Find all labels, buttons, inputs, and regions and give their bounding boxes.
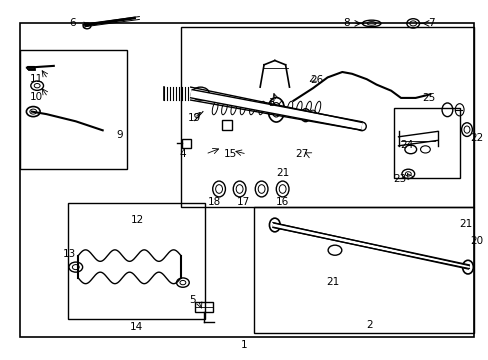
- Bar: [68, 203, 205, 319]
- Text: 8: 8: [342, 18, 349, 28]
- Text: 10: 10: [30, 92, 43, 102]
- Bar: [254, 207, 473, 333]
- Text: 15: 15: [224, 149, 237, 159]
- Bar: [393, 108, 459, 178]
- Text: 9: 9: [116, 130, 123, 140]
- Text: 14: 14: [129, 322, 142, 332]
- Text: 6: 6: [69, 18, 76, 28]
- Text: 26: 26: [309, 75, 323, 85]
- Text: 12: 12: [131, 215, 144, 225]
- Text: 22: 22: [469, 132, 483, 143]
- Text: 25: 25: [422, 93, 435, 103]
- Text: 18: 18: [207, 197, 221, 207]
- Text: 27: 27: [295, 149, 308, 159]
- Text: 13: 13: [62, 249, 76, 259]
- Text: 21: 21: [325, 276, 339, 287]
- Text: 2: 2: [365, 320, 372, 330]
- Text: 23: 23: [392, 174, 406, 184]
- Text: 21: 21: [458, 219, 471, 229]
- Text: 4: 4: [179, 149, 185, 159]
- Text: 16: 16: [275, 197, 289, 207]
- Text: 24: 24: [399, 140, 413, 150]
- Text: 21: 21: [275, 168, 289, 178]
- Text: 17: 17: [236, 197, 250, 207]
- Text: 3: 3: [267, 98, 274, 108]
- Bar: [181, 27, 473, 207]
- Text: 19: 19: [187, 113, 201, 123]
- Text: 20: 20: [469, 236, 482, 246]
- Bar: [194, 302, 213, 312]
- Bar: [20, 23, 473, 337]
- Text: 1: 1: [241, 339, 247, 350]
- Bar: [182, 139, 190, 148]
- Text: 7: 7: [427, 18, 434, 28]
- Bar: [222, 120, 232, 130]
- Bar: [27, 66, 34, 69]
- Text: 5: 5: [188, 295, 195, 305]
- Text: 11: 11: [30, 74, 43, 84]
- Bar: [20, 50, 127, 169]
